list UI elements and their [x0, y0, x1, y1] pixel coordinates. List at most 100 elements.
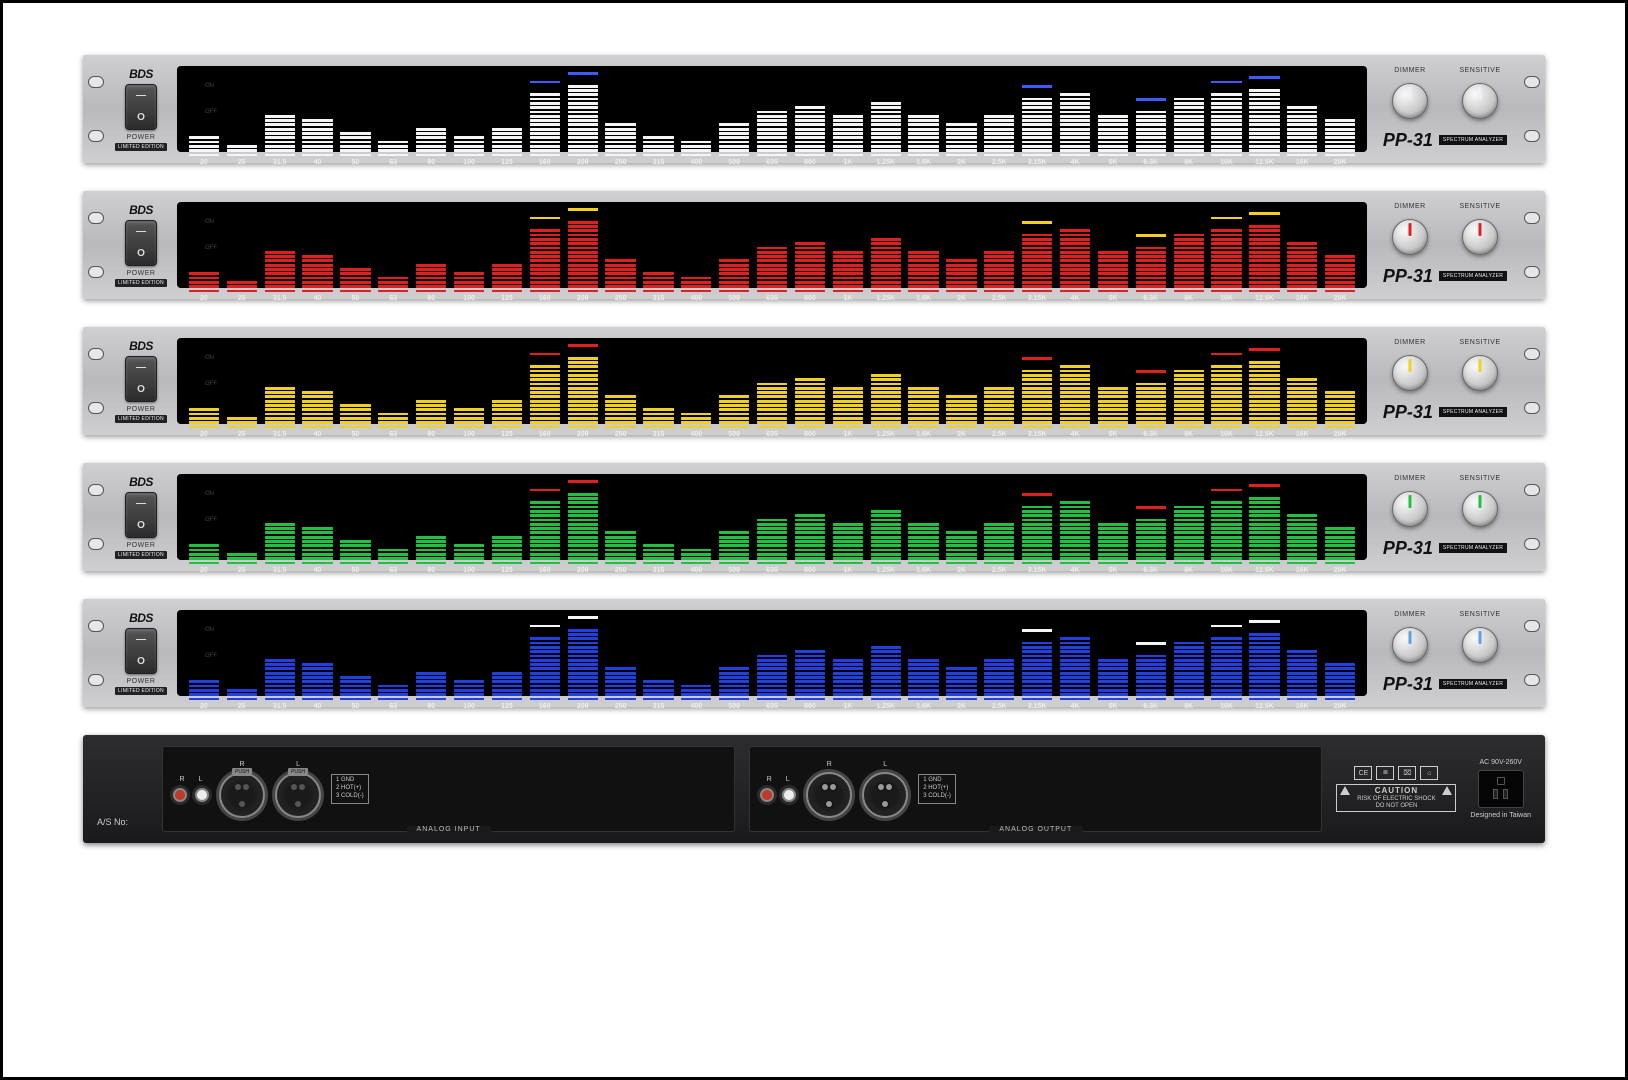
spectrum-band: [1170, 98, 1208, 157]
push-tab[interactable]: PUSH: [288, 768, 308, 776]
freq-label: 20K: [1321, 703, 1359, 710]
spectrum-band: [1094, 115, 1132, 156]
rca-jack-l[interactable]: [782, 788, 796, 802]
xlr-connector[interactable]: PUSH: [219, 772, 265, 818]
xlr-connector[interactable]: [806, 772, 852, 818]
spectrum-band: [337, 676, 375, 700]
spectrum-band: [337, 540, 375, 564]
dimmer-knob[interactable]: [1392, 627, 1428, 663]
freq-label: 8K: [1170, 567, 1208, 574]
freq-label: 80: [412, 703, 450, 710]
rca-jack-r[interactable]: [760, 788, 774, 802]
xlr-connector[interactable]: [862, 772, 908, 818]
pinout-legend: 1 GND2 HOT(+)3 COLD(-): [918, 774, 956, 803]
dimmer-knob[interactable]: [1392, 491, 1428, 527]
dimmer-knob[interactable]: [1392, 219, 1428, 255]
spectrum-band: [943, 667, 981, 700]
spectrum-band: [980, 251, 1018, 292]
freq-label: 80: [412, 431, 450, 438]
mounting-slot: [88, 402, 104, 414]
peak-indicator: [1249, 484, 1279, 487]
spectrum-band: [223, 689, 261, 700]
power-switch[interactable]: [125, 84, 157, 130]
freq-label: 315: [640, 159, 678, 166]
spectrum-band: [223, 417, 261, 428]
analog-input-panel: RLRPUSHLPUSH1 GND2 HOT(+)3 COLD(-)ANALOG…: [162, 746, 735, 832]
power-switch[interactable]: [125, 492, 157, 538]
freq-label: 63: [374, 159, 412, 166]
dimmer-knob[interactable]: [1392, 355, 1428, 391]
spectrum-band: [564, 480, 602, 564]
channel-label: R: [180, 776, 185, 783]
freq-label: 250: [602, 159, 640, 166]
freq-label: 20K: [1321, 159, 1359, 166]
freq-label: 800: [791, 159, 829, 166]
freq-label: 16K: [1283, 431, 1321, 438]
sensitive-label: SENSITIVE: [1459, 475, 1500, 482]
freq-label: 2K: [943, 567, 981, 574]
freq-label: 12.5K: [1246, 431, 1284, 438]
spectrum-band: [412, 672, 450, 701]
spectrum-band: [450, 408, 488, 428]
rca-jack-r[interactable]: [173, 788, 187, 802]
spectrum-band: [980, 387, 1018, 428]
mounting-slot: [88, 212, 104, 224]
freq-label: 800: [791, 703, 829, 710]
power-label: POWER: [127, 542, 156, 549]
spectrum-band: [1283, 378, 1321, 428]
spectrum-band: [299, 119, 337, 156]
rack-ear: [1519, 327, 1545, 435]
sensitive-knob[interactable]: [1462, 83, 1498, 119]
sensitive-knob[interactable]: [1462, 355, 1498, 391]
freq-label: 400: [677, 567, 715, 574]
spectrum-band: [677, 141, 715, 157]
freq-label: 160: [526, 295, 564, 302]
sensitive-label: SENSITIVE: [1459, 67, 1500, 74]
freq-label: 10K: [1208, 431, 1246, 438]
freq-label: 160: [526, 567, 564, 574]
freq-label: 630: [753, 431, 791, 438]
freq-label: 200: [564, 567, 602, 574]
off-label: OFF: [205, 109, 217, 115]
spectrum-band: [450, 136, 488, 156]
freq-label: 400: [677, 159, 715, 166]
spectrum-band: [640, 136, 678, 156]
power-switch[interactable]: [125, 628, 157, 674]
freq-label: 63: [374, 567, 412, 574]
freq-label: 12.5K: [1246, 295, 1284, 302]
channel-label: R: [827, 761, 832, 768]
spectrum-band: [1246, 212, 1284, 292]
spectrum-display: 202531.540506380100125160200250315400500…: [177, 610, 1367, 696]
power-switch[interactable]: [125, 356, 157, 402]
sensitive-knob[interactable]: [1462, 219, 1498, 255]
freq-label: 20: [185, 567, 223, 574]
sensitive-knob[interactable]: [1462, 491, 1498, 527]
spectrum-band: [564, 208, 602, 292]
spectrum-band: [677, 277, 715, 293]
spectrum-band: [1018, 357, 1056, 428]
freq-label: 125: [488, 703, 526, 710]
power-switch[interactable]: [125, 220, 157, 266]
off-label: OFF: [205, 381, 217, 387]
push-tab[interactable]: PUSH: [232, 768, 252, 776]
freq-label: 2K: [943, 295, 981, 302]
freq-label: 315: [640, 295, 678, 302]
freq-label: 31.5: [261, 295, 299, 302]
peak-indicator: [1136, 370, 1166, 373]
spectrum-band: [1170, 370, 1208, 429]
freq-label: 12.5K: [1246, 159, 1284, 166]
freq-label: 25: [223, 567, 261, 574]
mounting-slot: [1524, 538, 1540, 550]
rca-jack-l[interactable]: [195, 788, 209, 802]
peak-indicator: [1136, 506, 1166, 509]
mounting-slot: [1524, 76, 1540, 88]
freq-label: 5K: [1094, 703, 1132, 710]
sensitive-knob[interactable]: [1462, 627, 1498, 663]
spectrum-band: [791, 650, 829, 700]
dimmer-knob[interactable]: [1392, 83, 1428, 119]
freq-label: 1.6K: [905, 567, 943, 574]
iec-power-inlet[interactable]: [1478, 770, 1524, 808]
origin-label: Designed in Taiwan: [1470, 812, 1531, 819]
freq-label: 16K: [1283, 703, 1321, 710]
xlr-connector[interactable]: PUSH: [275, 772, 321, 818]
